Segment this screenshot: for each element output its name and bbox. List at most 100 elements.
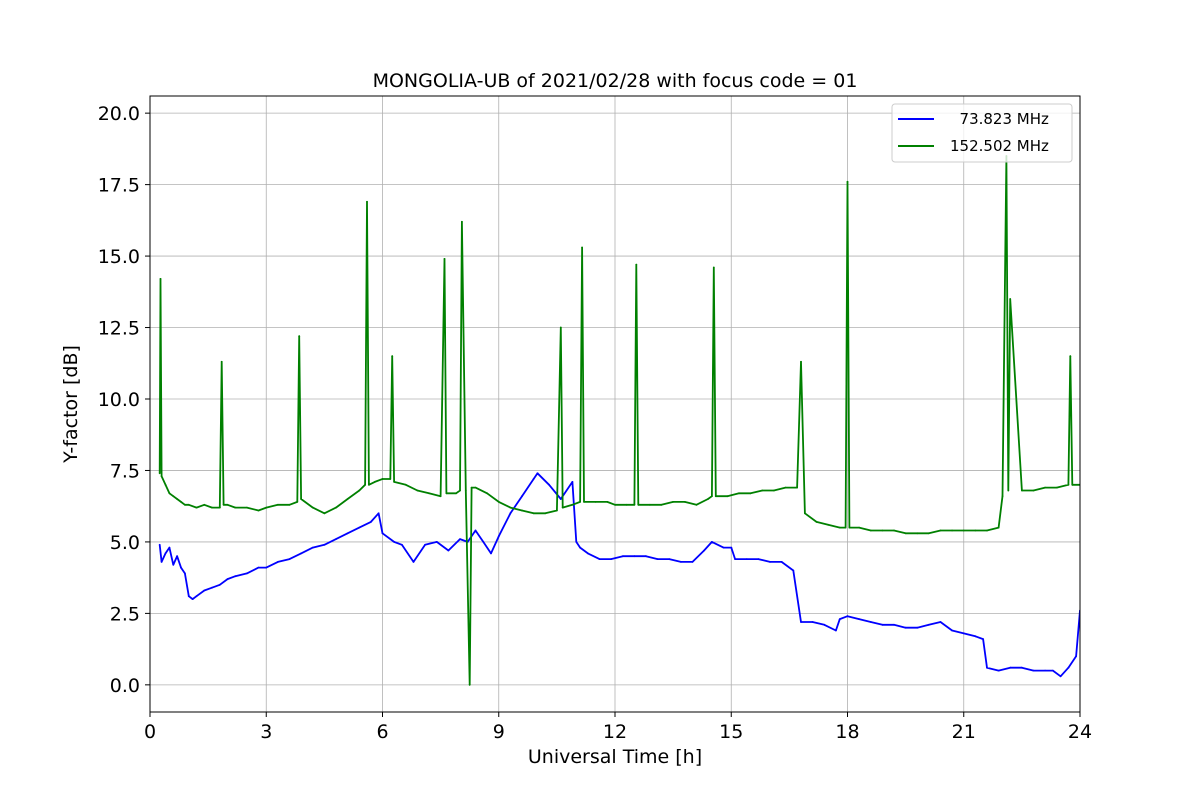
series-1-point-64 — [583, 501, 585, 503]
series-0-point-15 — [234, 575, 237, 578]
series-1-point-36 — [389, 478, 392, 480]
series-1-point-3 — [164, 483, 167, 486]
series-1-point-65 — [594, 501, 597, 503]
plot-series — [158, 155, 1080, 686]
legend: 73.823 MHz 152.502 MHz — [891, 103, 1073, 163]
series-0-point-55 — [633, 555, 636, 558]
series-1-point-88 — [800, 360, 802, 363]
series-1-point-33 — [368, 483, 370, 486]
series-1-point-28 — [335, 506, 337, 509]
series-0-point-2 — [164, 552, 167, 555]
series-1-point-52 — [486, 492, 488, 495]
series-0-point-45 — [536, 472, 539, 475]
series-1-point-37 — [391, 355, 394, 357]
series-1-point-22 — [288, 503, 291, 506]
chart-title: MONGOLIA-UB of 2021/02/28 with focus cod… — [373, 70, 858, 92]
x-tick-label-4: 12 — [603, 721, 627, 743]
series-1-point-77 — [707, 498, 709, 500]
series-0-point-69 — [780, 561, 783, 563]
series-1-point-79 — [712, 266, 715, 269]
series-1-point-29 — [346, 498, 349, 500]
series-0-point-10 — [195, 595, 198, 598]
series-0-point-14 — [226, 578, 229, 580]
series-1-point-68 — [625, 503, 628, 506]
series-0-point-17 — [257, 566, 260, 569]
series-0-point-48 — [571, 481, 574, 483]
series-0-point-33 — [424, 543, 426, 546]
series-0-point-28 — [377, 512, 380, 515]
series-1-point-1 — [159, 278, 162, 280]
series-0-point-13 — [218, 583, 221, 586]
series-0-point-11 — [203, 589, 206, 592]
series-1-point-113 — [1021, 489, 1023, 492]
series-1-point-61 — [571, 503, 574, 506]
series-0-point-98 — [1075, 655, 1077, 658]
series-line-1 — [158, 155, 1080, 686]
series-0-point-35 — [447, 549, 450, 552]
series-1-point-39 — [404, 483, 407, 486]
series-0-point-43 — [521, 495, 523, 498]
series-1-point-84 — [761, 489, 764, 492]
series-0-point-89 — [986, 666, 988, 669]
series-1-point-82 — [738, 492, 740, 495]
series-0-point-50 — [579, 546, 581, 549]
series-1-point-108 — [997, 526, 1000, 529]
series-1-point-63 — [581, 246, 583, 249]
series-1-point-15 — [222, 503, 225, 506]
series-1-point-0 — [158, 472, 161, 475]
series-1-point-10 — [195, 506, 198, 509]
series-1-point-26 — [311, 506, 314, 509]
series-1-point-70 — [635, 263, 638, 266]
series-0-point-32 — [412, 561, 415, 563]
series-1-point-92 — [838, 526, 841, 529]
series-0-point-46 — [548, 483, 550, 486]
series-0-point-85 — [951, 629, 953, 632]
series-0-point-27 — [370, 521, 372, 523]
series-0-point-77 — [858, 618, 860, 620]
y-tick-label-2: 5.0 — [110, 532, 140, 554]
series-0-point-0 — [158, 543, 161, 546]
series-1-point-14 — [220, 360, 223, 363]
series-0-point-95 — [1052, 669, 1054, 672]
series-0-point-73 — [823, 623, 826, 626]
y-tick-label-5: 12.5 — [98, 318, 140, 340]
x-tick-label-7: 21 — [952, 721, 976, 743]
series-1-point-104 — [951, 529, 953, 532]
series-0-point-21 — [300, 552, 302, 555]
series-1-point-90 — [815, 521, 818, 523]
x-tick-label-5: 15 — [719, 721, 743, 743]
series-1-point-32 — [366, 200, 368, 203]
x-tick-label-6: 18 — [835, 721, 859, 743]
series-1-point-4 — [168, 492, 171, 495]
series-0-point-63 — [722, 546, 725, 549]
series-0-point-5 — [176, 555, 179, 558]
series-1-point-97 — [869, 529, 872, 532]
series-1-point-69 — [633, 503, 636, 506]
series-0-point-70 — [792, 569, 795, 572]
series-1-point-106 — [974, 529, 977, 532]
series-0-point-3 — [168, 546, 171, 549]
x-tick-label-2: 6 — [376, 721, 388, 743]
series-1-point-2 — [160, 475, 163, 478]
series-1-point-41 — [428, 492, 430, 495]
series-1-point-103 — [939, 529, 942, 532]
series-1-point-18 — [246, 506, 248, 509]
series-0-point-36 — [459, 538, 461, 540]
series-0-point-90 — [997, 669, 1000, 672]
series-0-point-78 — [869, 621, 872, 623]
series-1-point-105 — [962, 529, 965, 532]
series-1-point-86 — [784, 486, 787, 489]
series-1-point-111 — [1007, 489, 1010, 492]
series-0-point-81 — [904, 626, 907, 629]
series-1-point-81 — [726, 495, 729, 498]
series-1-point-45 — [455, 492, 457, 495]
series-0-point-22 — [311, 546, 314, 549]
series-0-point-57 — [656, 558, 659, 560]
series-1-point-118 — [1069, 355, 1072, 357]
series-0-point-44 — [532, 478, 535, 480]
series-1-point-100 — [904, 532, 907, 535]
series-0-point-91 — [1009, 666, 1012, 669]
series-1-point-46 — [459, 489, 461, 492]
x-tick-label-8: 24 — [1068, 721, 1092, 743]
